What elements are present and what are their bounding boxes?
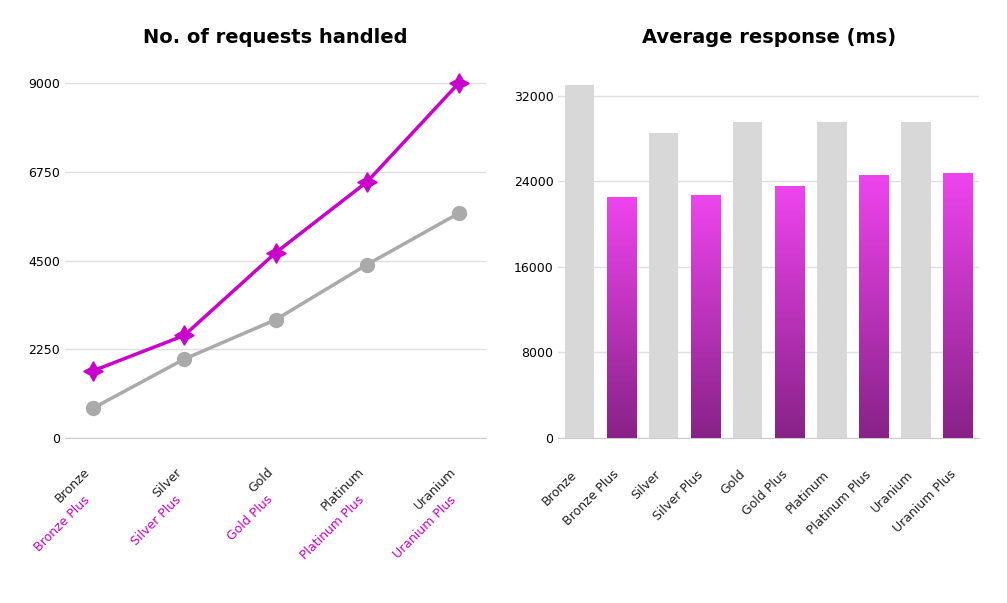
- Text: Platinum: Platinum: [783, 468, 832, 516]
- Text: Uranium Plus: Uranium Plus: [890, 468, 959, 535]
- Text: Silver: Silver: [629, 468, 664, 502]
- Text: Gold: Gold: [718, 468, 748, 497]
- Text: Uranium: Uranium: [412, 466, 458, 513]
- Text: Bronze: Bronze: [540, 468, 579, 508]
- Text: Uranium: Uranium: [869, 468, 916, 515]
- Text: Silver Plus: Silver Plus: [129, 493, 184, 548]
- Text: Bronze: Bronze: [52, 466, 93, 505]
- Text: Bronze Plus: Bronze Plus: [561, 468, 621, 528]
- Text: Gold Plus: Gold Plus: [739, 468, 789, 518]
- Text: Gold Plus: Gold Plus: [226, 493, 276, 543]
- Text: Silver: Silver: [150, 466, 184, 500]
- Text: Platinum Plus: Platinum Plus: [298, 493, 368, 562]
- Bar: [565, 85, 594, 438]
- Text: Platinum Plus: Platinum Plus: [806, 468, 874, 537]
- Text: Uranium Plus: Uranium Plus: [391, 493, 458, 561]
- Title: Average response (ms): Average response (ms): [641, 28, 896, 47]
- Bar: [649, 133, 679, 438]
- Title: No. of requests handled: No. of requests handled: [143, 28, 408, 47]
- Bar: [818, 122, 847, 438]
- Text: Gold: Gold: [246, 466, 276, 495]
- Text: Platinum: Platinum: [319, 466, 368, 514]
- Text: Bronze Plus: Bronze Plus: [32, 493, 93, 554]
- Bar: [901, 122, 930, 438]
- Text: Silver Plus: Silver Plus: [651, 468, 706, 523]
- Bar: [733, 122, 762, 438]
